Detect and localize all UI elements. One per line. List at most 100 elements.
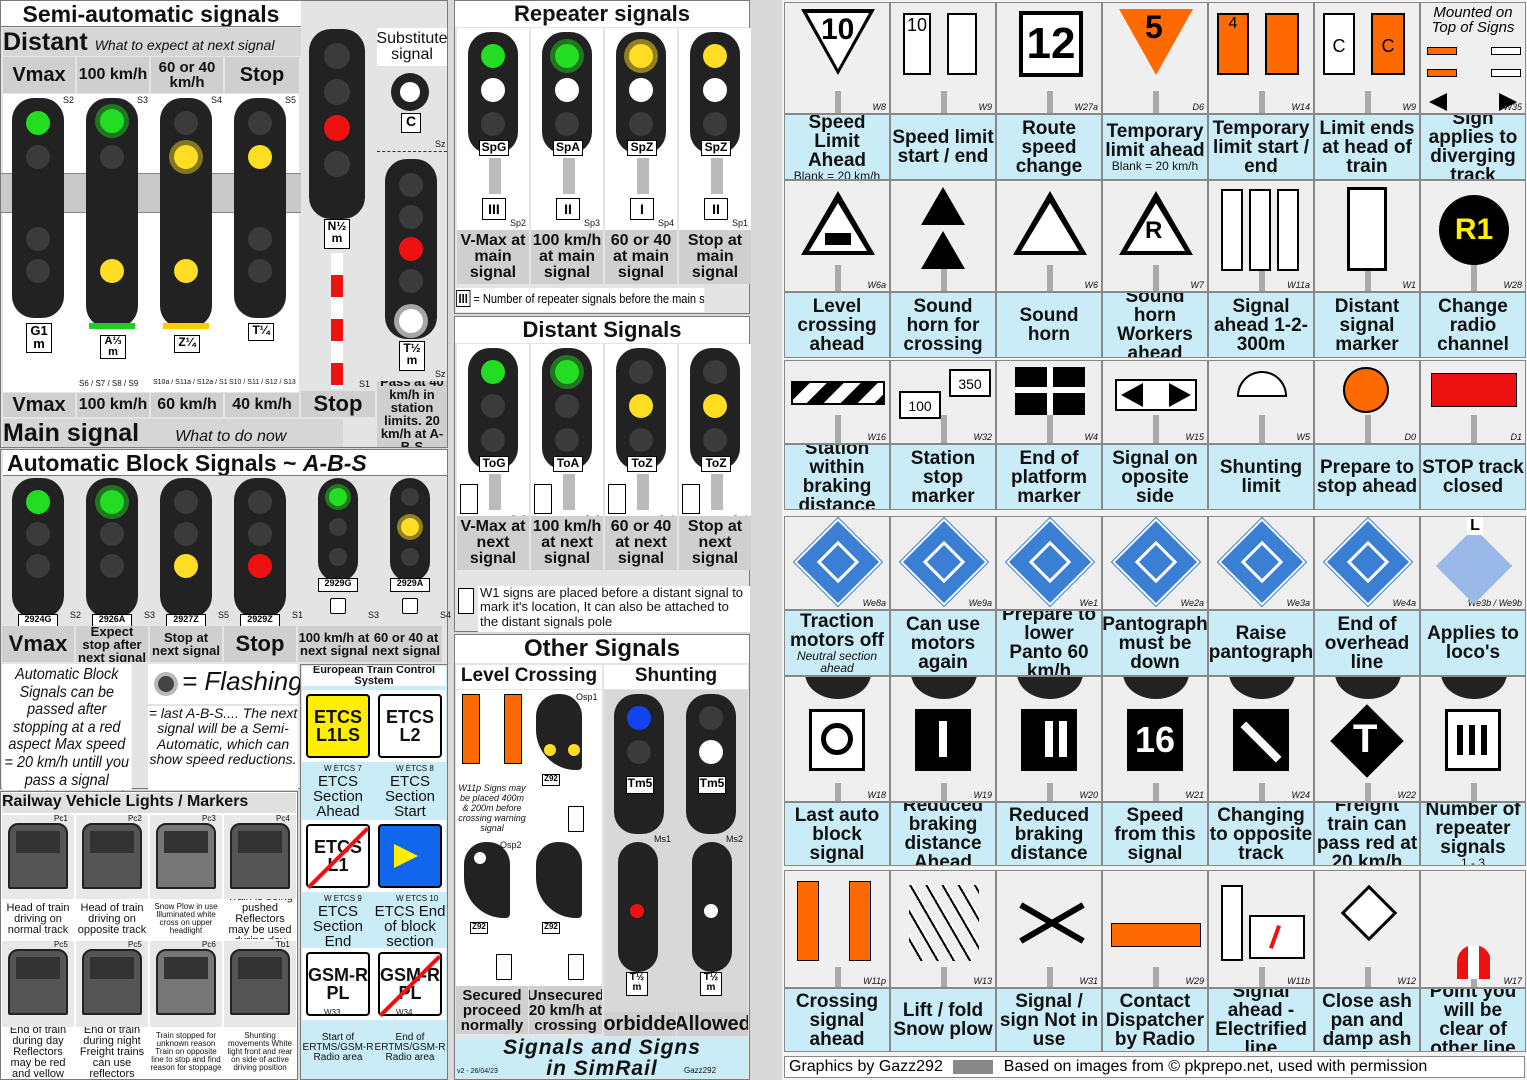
sign-code: W5 [1296, 432, 1311, 442]
semi-title: Semi-automatic signals [1, 1, 301, 27]
sign-cell: W4 [996, 360, 1102, 444]
etcs-label: ETCS Section Ahead [312, 774, 364, 818]
yellow-lamp [174, 259, 198, 283]
sign-pole [835, 967, 841, 987]
main-signal-heading: Main signal What to do now [3, 419, 343, 447]
windscreen [238, 831, 282, 853]
sign-code: W21 [1185, 790, 1204, 800]
target-icon [402, 598, 418, 614]
dashed-divider [377, 151, 447, 152]
station-stop-100: 100 [899, 391, 941, 419]
sub-code: Sz [435, 139, 446, 149]
sign-pole [1471, 783, 1477, 801]
repeater-note-text: = Number of repeater signals before the … [473, 291, 705, 306]
sign-label-text: Temporary limit ahead [1105, 121, 1205, 161]
etcs-sign: GSM-R PL [306, 952, 370, 1016]
osp1-code: Osp1 [576, 692, 598, 702]
etcs-label: ETCS End of block section [374, 904, 446, 948]
distant-foot: Stop at next signal [679, 516, 751, 570]
sign-code: W11b [1287, 976, 1310, 986]
sun-icon [158, 676, 174, 692]
sign-label-text: End of platform marker [1011, 447, 1087, 507]
abs-foot: Stop [224, 626, 296, 662]
signal-backplate [1229, 677, 1295, 699]
off-lamp [26, 259, 50, 283]
prepare-stop-disc [1343, 367, 1389, 413]
yellow-lamp [248, 145, 272, 169]
sign-pole [835, 91, 841, 113]
sign-pole [1259, 415, 1265, 443]
etcs-title: European Train Control System [302, 666, 446, 686]
off-lamp [629, 112, 653, 136]
red-lamp [399, 237, 423, 261]
end-board [947, 13, 977, 75]
etcs-sign: ETCS L2 [378, 694, 442, 758]
off-lamp [555, 112, 579, 136]
etcs-sign-bg [302, 948, 374, 1020]
sign-label: STOP track closed [1420, 444, 1526, 510]
sign-code: We2a [1180, 598, 1204, 608]
sign-code: We8a [862, 598, 886, 608]
semi-head-3: Stop [225, 57, 299, 93]
sign-label: Contact Dispatcher by Radio [1102, 988, 1208, 1052]
off-lamp [174, 522, 198, 546]
sign-label-text: Limit ends at head of train [1319, 117, 1415, 177]
sign-label: Signal / sign Not in use [996, 988, 1102, 1052]
etcs-code: W ETCS 9 [324, 894, 362, 903]
sign-pole [1153, 415, 1159, 443]
etcs-code: W ETCS 10 [396, 894, 439, 903]
shunt-foot-1: Allowed [677, 1012, 748, 1036]
sign-label: Signal ahead 1-2-300m [1208, 292, 1314, 358]
stop-plate: N½ m [324, 219, 350, 249]
semi-head-0: Vmax [3, 57, 75, 93]
white-lamp [699, 740, 723, 764]
lc-foot-1: Unsecured 20 km/h at crossing [529, 986, 602, 1034]
sign-pole [1365, 91, 1371, 113]
sign-label-text: Speed limit start / end [892, 127, 994, 167]
sign-label: Lift / fold Snow plow [890, 988, 996, 1052]
sign-cell: W19 [890, 676, 996, 802]
signal-backplate [805, 677, 871, 699]
windscreen [90, 831, 134, 853]
vehicle-code: Pc6 [202, 940, 216, 949]
r-letter: R [1145, 217, 1163, 244]
repeater-plate: SpZ [627, 140, 657, 156]
sign-code: W14 [1291, 102, 1310, 112]
sign-label-text: Traction motors off [790, 611, 884, 651]
level-crossing-heading: Level Crossing [456, 665, 602, 689]
sign-cell: We3a [1208, 516, 1314, 610]
off-lamp [26, 145, 50, 169]
sign-label: Level crossing ahead [784, 292, 890, 358]
sign-sublabel: Blank = 20 km/h [1111, 159, 1199, 173]
abs-code: S5 [218, 610, 230, 620]
sign-cell: We2a [1102, 516, 1208, 610]
semi-code-2: S4 [211, 95, 223, 105]
sign-code: W20 [1079, 790, 1098, 800]
green-bar [89, 323, 135, 329]
repeater-foot: 100 km/h at main signal [531, 230, 603, 284]
off-lamp [401, 488, 419, 506]
sign-label: Crossing signal ahead [784, 988, 890, 1052]
sign-label: Reduced braking distance [996, 802, 1102, 866]
abs-foot: 60 or 40 at next signal [370, 626, 442, 662]
sign-sublabel: Neutral section ahead [796, 649, 878, 675]
vehicle-code: Pc5 [128, 940, 142, 949]
etcs-code: W34 [396, 1008, 413, 1017]
sign-label: Speed from this signal [1102, 802, 1208, 866]
sign-cell: W12 [1314, 870, 1420, 988]
lit-lamp [703, 394, 727, 418]
off-lamp [703, 428, 727, 452]
temp-end-board [1265, 13, 1299, 75]
z92-plate: Z92 [470, 922, 488, 934]
sign-cell: W20 [996, 676, 1102, 802]
white-lamp [704, 904, 718, 918]
arrow-down-icon [939, 721, 947, 757]
horn-triangle-bottom [921, 231, 965, 269]
sign-label-text: Crossing signal ahead [795, 990, 879, 1050]
sign-cell: W24 [1208, 676, 1314, 802]
abs-foot: Expect stop after next signal [76, 626, 148, 662]
lit-lamp [555, 360, 579, 384]
sign-label-text: Applies to loco's [1427, 623, 1519, 663]
ms2-code: Ms2 [726, 834, 744, 844]
distant-foot: 60 or 40 at next signal [605, 516, 677, 570]
